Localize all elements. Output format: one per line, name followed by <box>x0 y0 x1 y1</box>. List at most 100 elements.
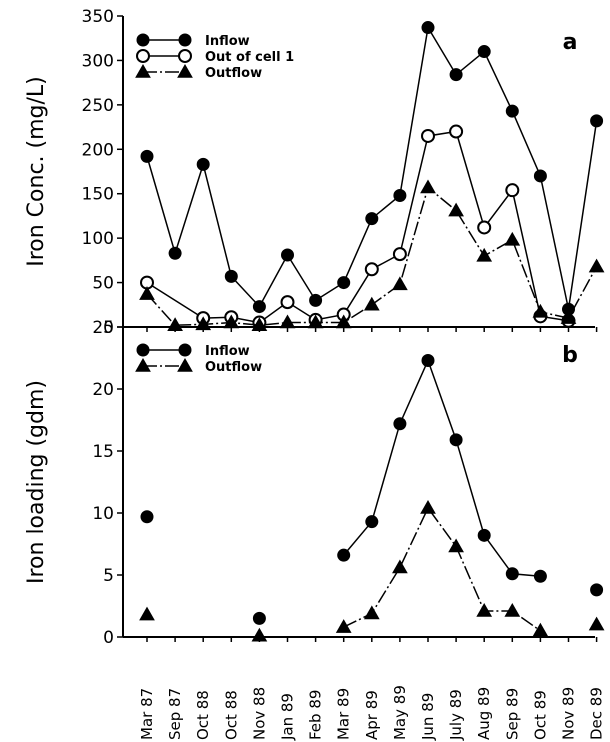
data-point <box>505 104 519 118</box>
y-tick-label: 300 <box>82 51 114 71</box>
x-tick-label: Sep 89 <box>503 688 521 740</box>
data-point <box>364 262 379 277</box>
legend-marker <box>177 63 193 78</box>
y-axis-label: Iron Conc. (mg/L) <box>24 76 49 267</box>
data-point <box>139 606 155 621</box>
y-tick-label: 25 <box>92 318 114 338</box>
panel-letter: a <box>563 30 578 55</box>
data-point <box>477 220 492 235</box>
data-point <box>504 231 521 246</box>
x-axis-tick-labels: Mar 87 Sep 87 Oct 88 Oct 88 Nov 88 Jan 89 Feb … <box>138 685 606 741</box>
data-point <box>252 611 266 625</box>
x-tick-label: Jan 89 <box>279 693 297 741</box>
series-inflow <box>140 353 604 625</box>
data-point <box>224 269 238 283</box>
data-point <box>393 417 407 431</box>
data-point <box>420 500 436 514</box>
x-tick-label: Oct 88 <box>194 690 212 740</box>
data-point <box>533 569 547 583</box>
data-point <box>477 45 491 59</box>
x-tick-label: Nov 89 <box>560 687 578 740</box>
y-tick-label: 350 <box>82 7 114 27</box>
data-point <box>139 286 155 300</box>
data-point <box>392 559 408 574</box>
data-point <box>140 149 154 163</box>
data-point <box>421 21 435 35</box>
data-point <box>281 248 294 262</box>
series-line <box>343 358 541 577</box>
x-tick-label: Oct 89 <box>531 690 549 740</box>
data-point <box>393 188 407 202</box>
legend-marker <box>178 49 192 63</box>
x-tick-label: Sep 87 <box>166 688 184 740</box>
y-tick-label: 0 <box>103 628 114 648</box>
legend-marker <box>136 33 150 47</box>
data-point <box>449 433 463 447</box>
legend-marker <box>136 49 150 63</box>
data-point <box>504 602 521 617</box>
panel-letter: b <box>562 343 578 368</box>
data-point <box>279 314 296 329</box>
y-tick-label: 5 <box>103 566 114 586</box>
y-axis-label: Iron loading (gdm) <box>24 380 49 584</box>
series-out-of-cell-1 <box>140 124 576 330</box>
data-point <box>365 515 379 529</box>
data-point <box>505 567 519 581</box>
data-point <box>590 583 604 597</box>
data-point <box>532 622 549 637</box>
panel-b: 0 5 10 15 20 25 Iron loading (gdm) b InflowOutfl… <box>24 318 605 648</box>
series-line <box>343 506 541 632</box>
data-point <box>140 510 154 524</box>
data-point <box>449 68 463 82</box>
legend-label: Outflow <box>205 360 262 375</box>
data-point <box>590 114 604 128</box>
panel-a: 0 50 100 150 200 250 300 350 Iron Conc. (mg/L) a I… <box>24 7 605 338</box>
y-tick-label: 15 <box>92 442 114 462</box>
y-tick-label: 10 <box>92 504 114 524</box>
data-point <box>476 247 493 262</box>
data-point <box>533 169 547 183</box>
data-point <box>532 303 549 318</box>
data-point <box>223 314 240 329</box>
data-point <box>476 602 493 617</box>
data-point <box>363 296 380 311</box>
data-point <box>280 295 295 310</box>
legend-marker <box>178 343 192 357</box>
data-point <box>168 246 182 260</box>
series-outflow <box>139 500 605 642</box>
data-point <box>196 157 210 171</box>
x-tick-label: Mar 87 <box>138 688 156 740</box>
data-point <box>560 310 577 324</box>
data-point <box>195 316 212 331</box>
x-tick-label: Jun 89 <box>419 693 437 741</box>
legend-label: Inflow <box>205 34 250 49</box>
legend-marker <box>177 357 193 372</box>
y-tick-label: 200 <box>82 140 114 160</box>
legend-marker <box>135 357 151 372</box>
x-tick-label: Feb 89 <box>307 690 325 740</box>
y-tick-label: 50 <box>92 274 114 294</box>
data-point <box>505 183 520 198</box>
x-tick-label: July 89 <box>447 689 465 741</box>
x-tick-label: Dec 89 <box>588 687 606 740</box>
data-point <box>335 314 352 329</box>
x-tick-label: May 89 <box>391 685 409 740</box>
y-tick-label: 20 <box>92 380 114 400</box>
y-tick-label: 150 <box>82 185 114 205</box>
x-tick-label: Mar 89 <box>335 688 353 740</box>
y-tick-label: 100 <box>82 229 114 249</box>
x-tick-label: Aug 89 <box>475 687 493 740</box>
data-point <box>337 276 351 290</box>
data-point <box>392 247 407 262</box>
data-point <box>335 619 352 633</box>
series-outflow <box>139 179 605 331</box>
x-tick-label: Nov 88 <box>250 687 268 740</box>
data-point <box>448 538 464 553</box>
y-tick-label: 0 <box>103 318 114 338</box>
data-point <box>449 124 464 139</box>
data-point <box>588 258 605 273</box>
data-point <box>363 605 380 620</box>
